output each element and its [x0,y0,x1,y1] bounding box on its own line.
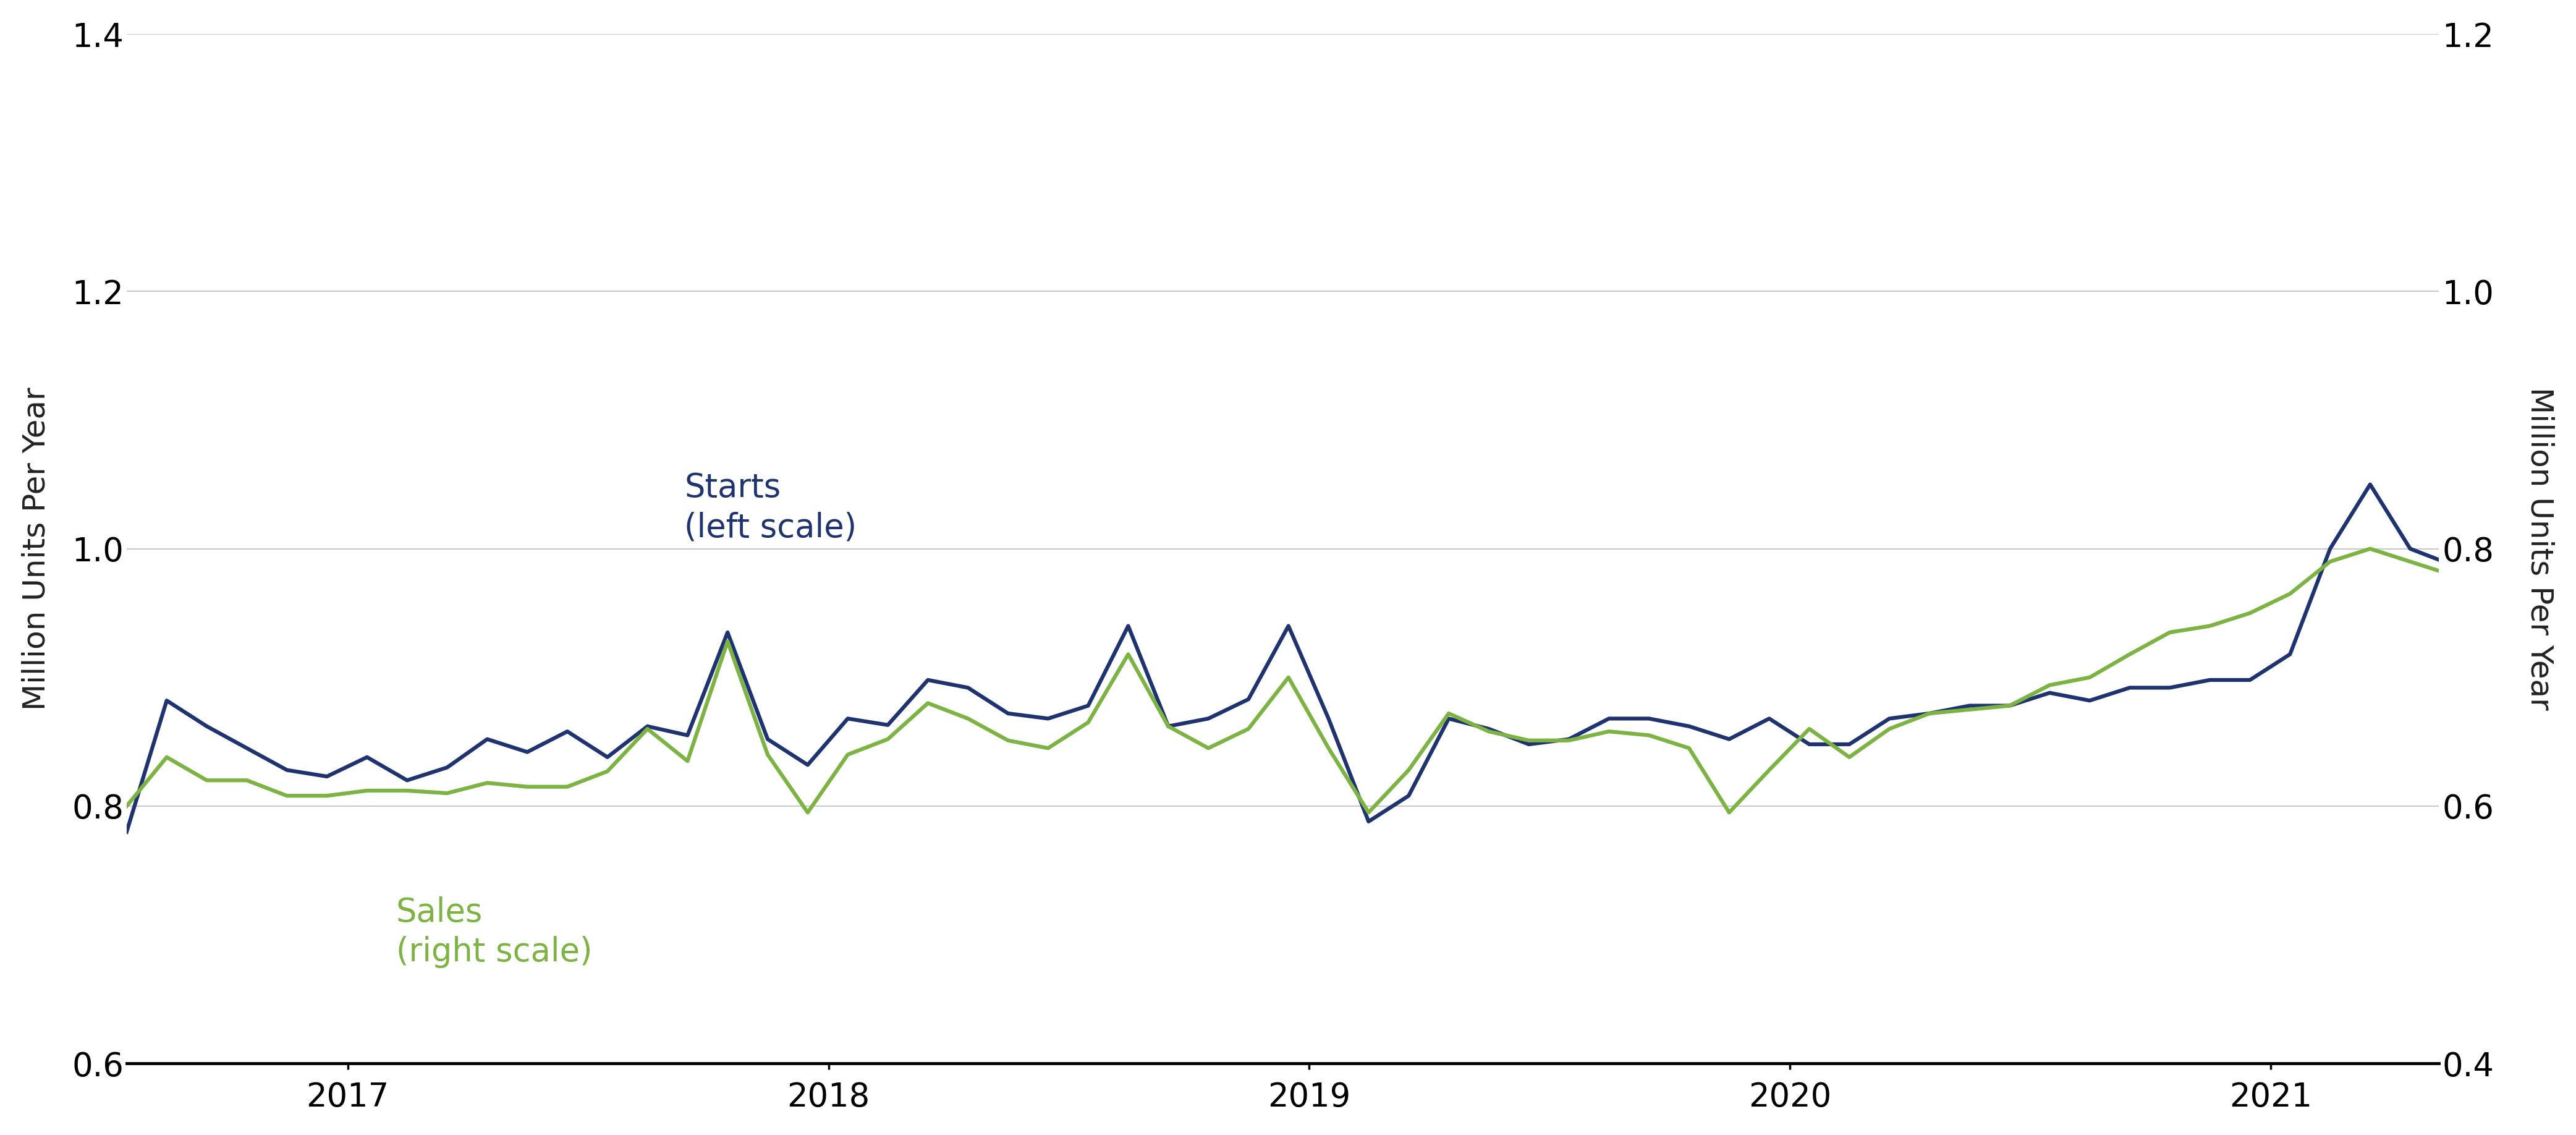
Y-axis label: Million Units Per Year: Million Units Per Year [21,387,52,711]
Text: Starts
(left scale): Starts (left scale) [685,471,858,544]
Text: Sales
(right scale): Sales (right scale) [397,897,592,968]
Y-axis label: Million Units Per Year: Million Units Per Year [2524,387,2555,711]
